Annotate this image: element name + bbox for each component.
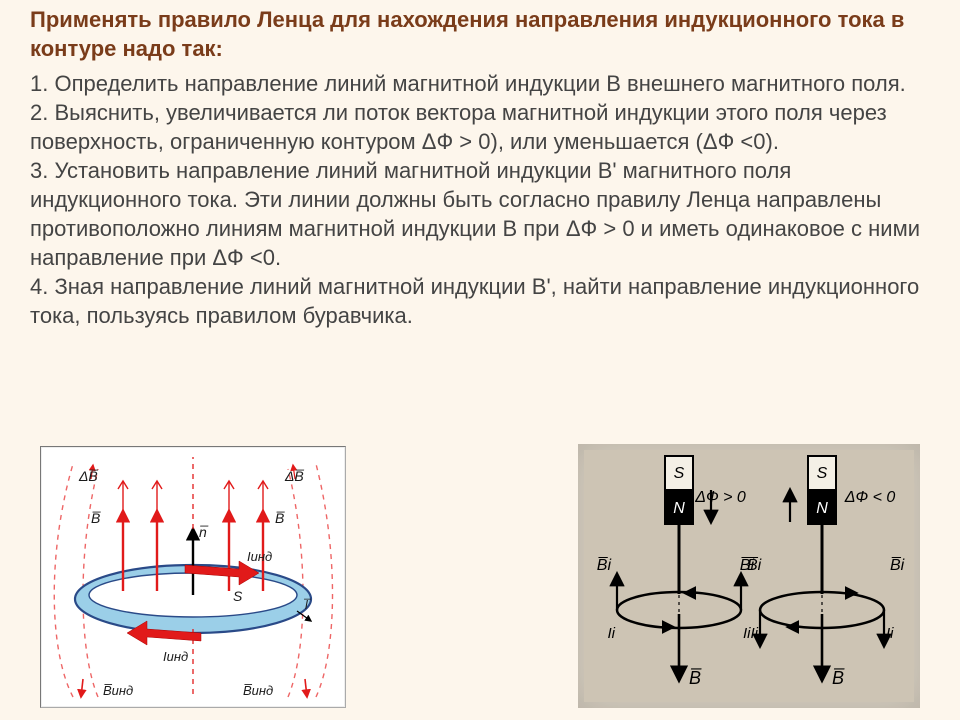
svg-text:Ii: Ii (608, 625, 616, 642)
heading-text: Применять правило Ленца для нахождения н… (30, 6, 930, 63)
svg-text:B̅i: B̅i (890, 556, 905, 574)
figure-1: Sn̅ΔB̅ΔB̅B̅B̅IиндIиндl̅B̅индB̅инд (40, 446, 346, 708)
figure-2: SNSNΔФ > 0ΔФ < 0B̅iB̅iIiIiB̅B̅iB̅iIiIiB̅ (578, 444, 920, 708)
svg-text:B̅i: B̅i (597, 556, 612, 574)
svg-text:N: N (673, 500, 685, 517)
svg-text:ΔФ < 0: ΔФ < 0 (844, 489, 896, 506)
svg-text:B̅i: B̅i (740, 556, 755, 574)
svg-text:N: N (816, 500, 828, 517)
svg-text:Iинд: Iинд (163, 649, 188, 664)
svg-text:B̅: B̅ (832, 668, 845, 688)
svg-text:ΔB̅: ΔB̅ (284, 468, 305, 484)
svg-text:B̅инд: B̅инд (103, 683, 133, 698)
svg-text:B̅: B̅ (689, 668, 702, 688)
svg-text:ΔB̅: ΔB̅ (78, 468, 99, 484)
svg-text:Ii: Ii (751, 625, 759, 642)
svg-text:Iинд: Iинд (247, 549, 272, 564)
svg-text:S: S (817, 465, 828, 482)
svg-text:Ii: Ii (886, 625, 894, 642)
svg-text:B̅: B̅ (91, 510, 102, 526)
step-3: 3. Установить направление линий магнитно… (30, 156, 930, 272)
svg-text:B̅: B̅ (275, 510, 286, 526)
svg-text:S: S (233, 588, 243, 604)
svg-text:S: S (674, 465, 685, 482)
step-2: 2. Выяснить, увеличивается ли поток вект… (30, 98, 930, 156)
step-1: 1. Определить направление линий магнитно… (30, 69, 930, 98)
svg-text:B̅инд: B̅инд (243, 683, 273, 698)
svg-text:ΔФ > 0: ΔФ > 0 (694, 489, 746, 506)
step-4: 4. Зная направление линий магнитной инду… (30, 272, 930, 330)
